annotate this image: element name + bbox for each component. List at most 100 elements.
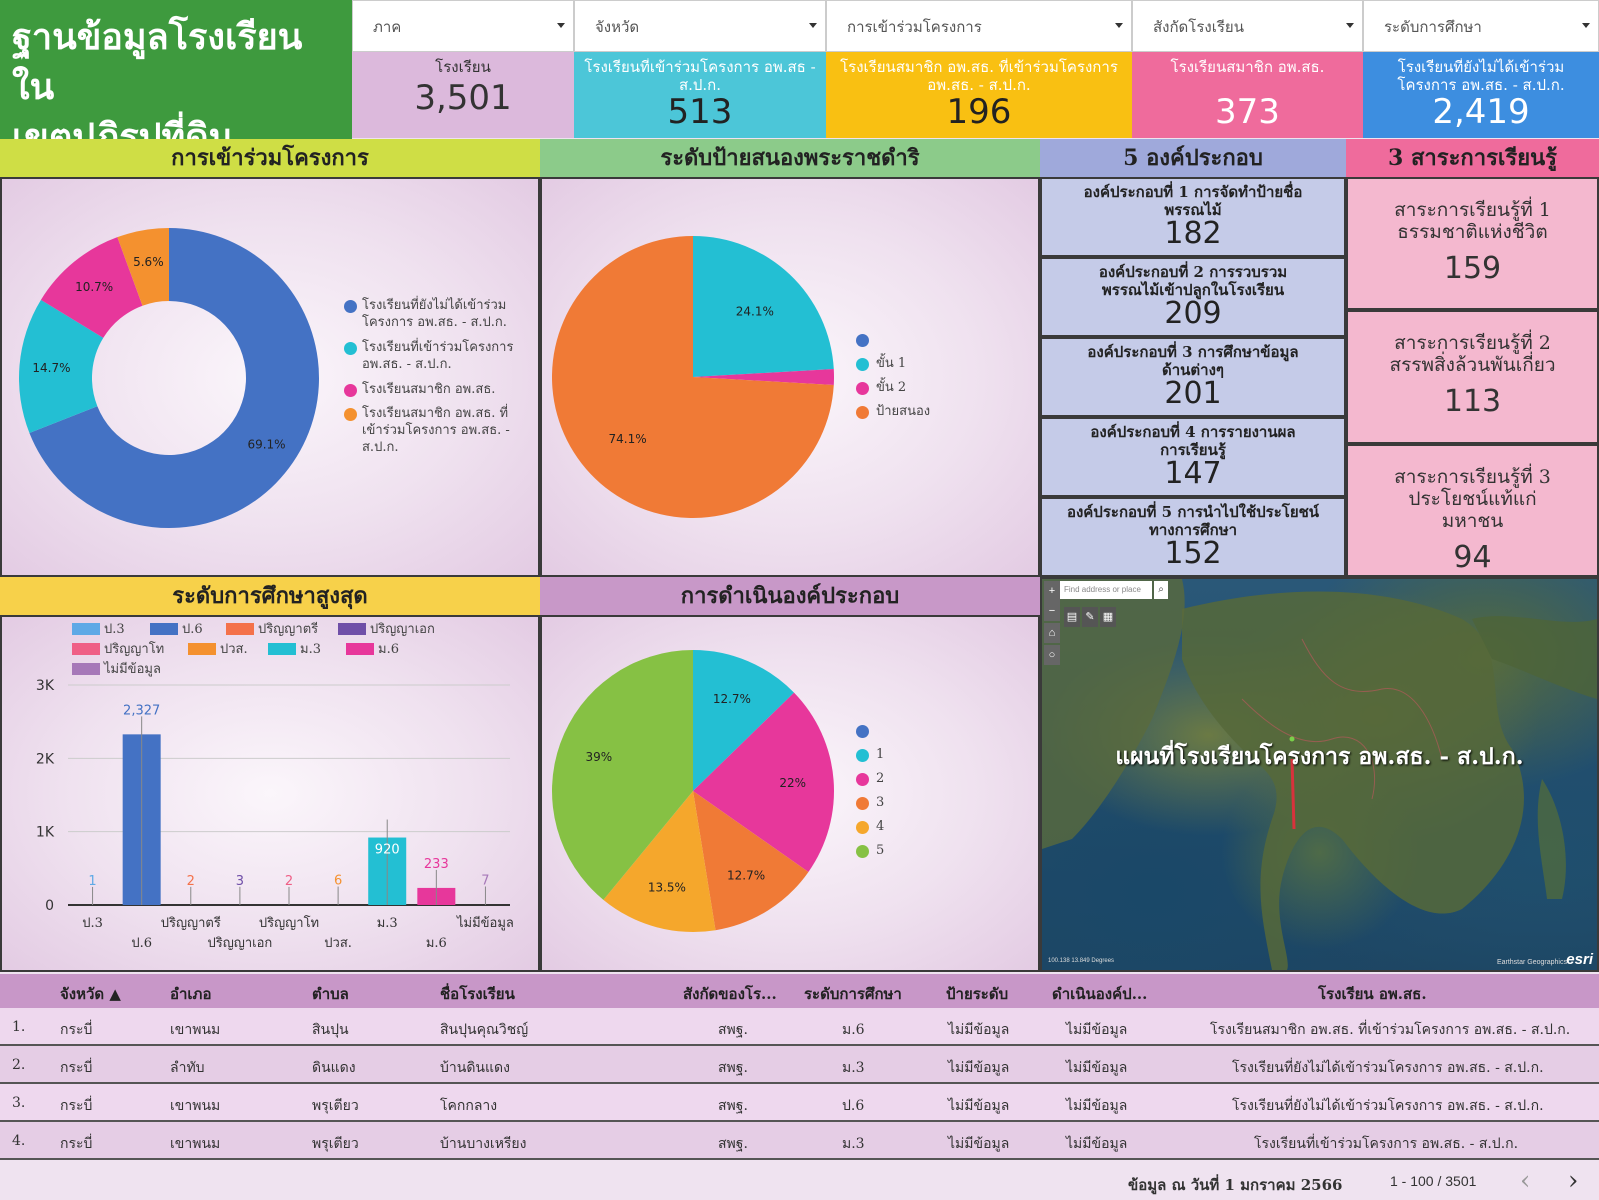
column-header-level[interactable]: ระดับการศึกษา: [804, 985, 902, 1003]
y-tick-label: 1K: [36, 825, 55, 841]
table-row[interactable]: 4. กระบี่ เขาพนม พรุเตียว บ้านบางเหรียง …: [0, 1122, 1599, 1160]
component-card-2: องค์ประกอบที่ 2 การรวบรวม พรรณไม้เข้าปลู…: [1040, 257, 1346, 337]
basemap-gallery-icon[interactable]: ▦: [1100, 607, 1116, 627]
pie-slice[interactable]: [18, 299, 104, 433]
sign-level-chart-panel: 24.1% 74.1% ขั้น 1 ขั้น 2 ป้ายสนอง: [540, 177, 1040, 577]
kpi-member-schools: โรงเรียนสมาชิก อพ.สธ. 373: [1132, 52, 1363, 138]
cell-component: ไม่มีข้อมูล: [1066, 1060, 1128, 1076]
edit-icon[interactable]: ✎: [1082, 607, 1098, 627]
pie-slice[interactable]: [552, 236, 834, 518]
cell-sign: ไม่มีข้อมูล: [948, 1022, 1010, 1038]
cell-level: ม.3: [842, 1060, 865, 1076]
y-tick-label: 3K: [36, 678, 55, 694]
home-icon[interactable]: ⌂: [1044, 623, 1060, 643]
pie-slice[interactable]: [693, 791, 809, 931]
pie-slice[interactable]: [693, 236, 834, 377]
component-value: 201: [1164, 376, 1222, 411]
education-bar-chart: 0 1K 2K 3K 1 ป.3 2,327 ป.6 2 ปริญญาตรี 3 ปริญญาเอก 2…: [36, 678, 514, 951]
legend-label: ป้ายสนอง: [876, 404, 931, 419]
esri-logo: esri: [1566, 951, 1593, 968]
column-header-component[interactable]: ดำเนินองค์ป...: [1052, 985, 1148, 1003]
legend-dot: [344, 384, 357, 397]
column-header-school[interactable]: ชื่อโรงเรียน: [440, 985, 515, 1003]
filter-affiliation[interactable]: สังกัดโรงเรียน: [1132, 0, 1363, 52]
legend-label: ป.3: [104, 622, 125, 637]
table-row[interactable]: 1. กระบี่ เขาพนม สินปุน สินปุนคุณวิชญ์ ส…: [0, 1008, 1599, 1046]
bar-value-label: 7: [481, 873, 489, 888]
legend-swatch: [150, 623, 178, 635]
print-icon[interactable]: ▤: [1064, 607, 1080, 627]
chevron-down-icon: [809, 23, 817, 28]
map-terrain: [1042, 579, 1597, 970]
zoom-out-button[interactable]: −: [1044, 601, 1060, 621]
filter-participation[interactable]: การเข้าร่วมโครงการ: [826, 0, 1132, 52]
map-search-input[interactable]: Find address or place: [1060, 581, 1152, 599]
pie-slice[interactable]: [693, 650, 795, 791]
column-header-district[interactable]: อำเภอ: [170, 985, 212, 1003]
legend-swatch: [338, 623, 366, 635]
filter-province[interactable]: จังหวัด: [574, 0, 826, 52]
x-tick-label: ม.6: [426, 936, 447, 951]
prev-page-button[interactable]: ‹: [1520, 1166, 1531, 1196]
column-header-sign[interactable]: ป้ายระดับ: [946, 985, 1009, 1003]
next-page-button[interactable]: ›: [1568, 1166, 1579, 1196]
legend-label: ปริญญาตรี: [258, 622, 319, 637]
legend-label: โรงเรียนสมาชิก อพ.สธ.: [362, 382, 496, 397]
cell-component: ไม่มีข้อมูล: [1066, 1136, 1128, 1152]
column-header-affiliation[interactable]: สังกัดของโร...: [683, 985, 777, 1003]
row-number: 4.: [12, 1133, 26, 1149]
filter-education-level[interactable]: ระดับการศึกษา: [1363, 0, 1599, 52]
legend-swatch: [72, 663, 100, 675]
kpi-value: 196: [946, 92, 1012, 132]
education-chart-panel: ป.3 ป.6 ปริญญาตรี ปริญญาเอก ปริญญาโท ปวส. ม.3 ม…: [0, 615, 540, 972]
column-header-subdistrict[interactable]: ตำบล: [312, 985, 349, 1003]
strand-title: สาระการเรียนรู้ที่ 2 สรรพสิ่งล้วนพันเกี่…: [1389, 332, 1556, 376]
component-card-1: องค์ประกอบที่ 1 การจัดทำป้ายชื่อพรรณไม้ …: [1040, 177, 1346, 257]
school-map[interactable]: + − ⌂ ○ Find address or place ⌕ ▤ ✎ ▦ แผ…: [1040, 577, 1599, 972]
legend-label: ปวส.: [220, 642, 248, 657]
legend-dot: [856, 725, 869, 738]
map-school-marker[interactable]: [1289, 736, 1295, 742]
legend-label: 4: [876, 819, 885, 834]
legend-label: ขั้น 1: [876, 356, 907, 371]
pie-slice[interactable]: [552, 650, 693, 900]
cell-district: เขาพนม: [170, 1098, 221, 1114]
pie-slice[interactable]: [29, 228, 320, 528]
bar-value-label: 2: [285, 874, 293, 889]
cell-district: เขาพนม: [170, 1022, 221, 1038]
cell-province: กระบี่: [60, 1098, 93, 1114]
pie-slice[interactable]: [40, 237, 143, 338]
legend-dot: [344, 408, 357, 421]
table-row[interactable]: 3. กระบี่ เขาพนม พรุเตียว โคกกลาง สพฐ. ป…: [0, 1084, 1599, 1122]
strand-value: 113: [1443, 384, 1502, 419]
kpi-not-joined-schools: โรงเรียนที่ยังไม่ได้เข้าร่วมโครงการ อพ.ส…: [1363, 52, 1599, 138]
search-icon[interactable]: ⌕: [1154, 581, 1168, 599]
pie-slice[interactable]: [117, 228, 169, 306]
column-header-province[interactable]: จังหวัด ▲: [60, 985, 121, 1003]
zoom-in-button[interactable]: +: [1044, 581, 1060, 601]
filter-region[interactable]: ภาค: [352, 0, 574, 52]
strand-title: สาระการเรียนรู้ที่ 1 ธรรมชาติแห่งชีวิต: [1394, 199, 1551, 243]
y-tick-label: 0: [45, 898, 54, 914]
cell-subdistrict: สินปุน: [312, 1022, 349, 1038]
slice-value-label: 10.7%: [75, 280, 113, 294]
x-tick-label: ไม่มีข้อมูล: [456, 915, 514, 931]
strand-title: สาระการเรียนรู้ที่ 3 ประโยชน์แท้แก่มหาชน: [1394, 466, 1551, 532]
locate-icon[interactable]: ○: [1044, 645, 1060, 665]
cell-level: ป.6: [842, 1098, 865, 1114]
pie-slice[interactable]: [693, 692, 834, 872]
legend-label: 5: [876, 843, 885, 858]
column-header-status[interactable]: โรงเรียน อพ.สธ.: [1318, 985, 1427, 1003]
pie-slice[interactable]: [693, 369, 834, 385]
kpi-joined-schools: โรงเรียนที่เข้าร่วมโครงการ อพ.สธ - ส.ป.ก…: [574, 52, 826, 138]
sign-level-pie-chart: 24.1% 74.1%: [552, 236, 834, 518]
cell-subdistrict: ดินแดง: [312, 1060, 356, 1076]
cell-level: ม.6: [842, 1022, 865, 1038]
component-value: 152: [1164, 536, 1222, 571]
table-footer: ข้อมูล ณ วันที่ 1 มกราคม 2566 1 - 100 / …: [0, 1164, 1599, 1200]
pie-slice[interactable]: [603, 791, 716, 932]
kpi-label: โรงเรียนที่เข้าร่วมโครงการ อพ.สธ - ส.ป.ก…: [584, 58, 816, 94]
table-row[interactable]: 2. กระบี่ ลำทับ ดินแดง บ้านดินแดง สพฐ. ม…: [0, 1046, 1599, 1084]
component-title: องค์ประกอบที่ 5 การนำไปใช้ประโยชน์ ทางกา…: [1066, 503, 1320, 539]
x-tick-label: ป.6: [131, 936, 152, 951]
